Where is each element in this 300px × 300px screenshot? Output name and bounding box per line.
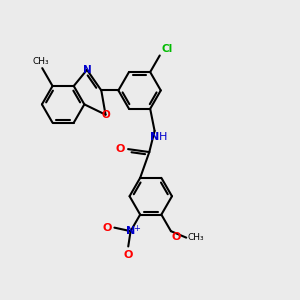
Text: CH₃: CH₃ (32, 57, 49, 66)
Text: O: O (124, 250, 133, 260)
Text: O: O (102, 223, 112, 232)
Text: N: N (150, 132, 159, 142)
Text: N: N (83, 65, 92, 75)
Text: +: + (134, 224, 140, 233)
Text: CH₃: CH₃ (188, 233, 204, 242)
Text: N: N (126, 226, 135, 236)
Text: H: H (159, 132, 168, 142)
Text: O: O (102, 110, 110, 120)
Text: O: O (172, 232, 181, 242)
Text: Cl: Cl (161, 44, 172, 54)
Text: O: O (116, 143, 125, 154)
